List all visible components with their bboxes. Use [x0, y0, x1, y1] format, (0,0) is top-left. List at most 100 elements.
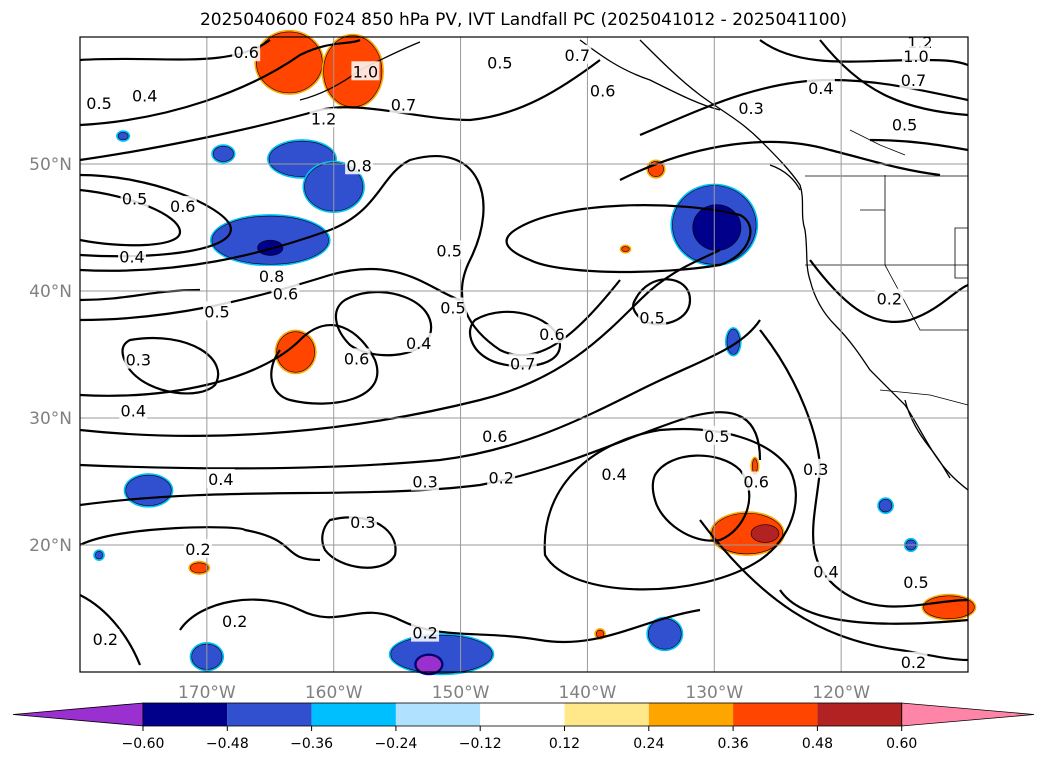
- contour-label-text: 0.2: [901, 653, 926, 672]
- contour-line: [79, 59, 601, 162]
- contour-label-text: 0.5: [487, 53, 512, 72]
- contour-label-text: 0.4: [813, 563, 838, 582]
- contour-line: [505, 204, 752, 274]
- contour-label-text: 0.4: [208, 470, 233, 489]
- contour-label-bg: [600, 463, 629, 483]
- contour-label: 1.0: [901, 46, 930, 66]
- colorbar-tick-label: −0.60: [122, 736, 165, 752]
- contour-label-bg: [438, 297, 467, 317]
- contour-label-bg: [737, 98, 766, 118]
- contour-label: 0.5: [890, 114, 919, 135]
- lon-tick-label: 150°W: [432, 683, 490, 703]
- colorbar-tick-label: 0.12: [549, 736, 580, 752]
- contour-label-text: 0.6: [233, 43, 258, 62]
- contour-label-text: 0.6: [273, 285, 298, 304]
- contour-label: 0.2: [91, 628, 120, 649]
- contour-label-bg: [168, 195, 197, 215]
- contour-label-text: 0.6: [590, 81, 615, 100]
- state-border: [849, 129, 906, 156]
- contour-label-bg: [806, 77, 835, 97]
- colorbar-tick-label: −0.36: [290, 736, 333, 752]
- contour-label-bg: [91, 628, 120, 648]
- contour-label-bg: [345, 155, 374, 175]
- shaded-region: [117, 131, 129, 141]
- contour-label: 0.6: [742, 471, 771, 492]
- contour-label-bg: [220, 611, 249, 631]
- contour-label-bg: [118, 246, 147, 266]
- contour-label: 0.4: [600, 463, 629, 484]
- contour-label-text: 0.2: [488, 469, 513, 488]
- contour-label-bg: [389, 94, 418, 114]
- contour-line: [543, 427, 797, 591]
- vancouver-island: [769, 164, 801, 191]
- contour-label-text: 0.2: [93, 630, 118, 649]
- colorbar-segment: [648, 703, 734, 726]
- contour-label-text: 0.4: [808, 79, 833, 98]
- contour-label: 0.5: [85, 93, 114, 113]
- contour-label-text: 0.7: [565, 46, 590, 65]
- shaded-region: [415, 655, 442, 674]
- lon-tick-label: 120°W: [812, 683, 870, 703]
- contour-label-bg: [901, 571, 930, 591]
- lat-tick-label: 20°N: [29, 536, 72, 556]
- shaded-region: [125, 474, 172, 506]
- contour-label-text: 0.3: [126, 351, 151, 370]
- colorbar-segment: [480, 703, 565, 726]
- contour-line: [651, 454, 751, 542]
- political-borders-layer: [805, 129, 969, 406]
- contour-label-text: 0.3: [412, 473, 437, 492]
- lat-tick-label: 40°N: [29, 282, 72, 302]
- contour-label: 0.6: [342, 348, 371, 368]
- contour-label-bg: [309, 108, 338, 128]
- contour-label-bg: [875, 288, 904, 308]
- colorbar-segment: [564, 703, 649, 726]
- contour-line: [79, 267, 461, 322]
- contour-label: 1.2: [309, 108, 338, 128]
- lon-tick-label: 140°W: [559, 683, 617, 703]
- contour-label: 0.4: [811, 561, 840, 582]
- contour-label: 0.5: [203, 301, 232, 321]
- contour-label-text: 0.2: [877, 290, 902, 309]
- lat-tick-label: 50°N: [29, 155, 72, 175]
- shaded-region: [94, 551, 104, 560]
- contour-label-text: 0.4: [119, 248, 144, 267]
- lon-tick-label: 160°W: [305, 683, 363, 703]
- north-america-coastline: [639, 39, 969, 491]
- contour-line: [79, 594, 142, 666]
- contour-line: [79, 288, 201, 302]
- contour-label-text: 0.7: [901, 71, 926, 90]
- colorbar-extend-low: [12, 702, 144, 727]
- contour-label-bg: [124, 349, 153, 369]
- contour-label-bg: [901, 46, 930, 66]
- colorbar-segment: [227, 703, 312, 726]
- contour-line: [759, 39, 969, 67]
- longitude-tick-labels: 170°W 160°W 150°W 140°W 130°W 120°W: [178, 683, 870, 703]
- contour-label-text: 0.5: [892, 116, 917, 135]
- contour-label-text: 0.2: [185, 540, 210, 559]
- contour-label-text: 0.2: [412, 624, 437, 643]
- contour-label: 1.0: [351, 61, 380, 81]
- contour-label: 0.4: [130, 85, 159, 105]
- contour-label: 0.2: [183, 538, 212, 559]
- contour-label-bg: [899, 70, 928, 90]
- baja-peninsula: [904, 399, 951, 479]
- contour-label-bg: [183, 538, 212, 558]
- contour-label: 0.6: [537, 324, 566, 344]
- contour-line: [79, 38, 361, 127]
- contour-label-text: 0.3: [803, 460, 828, 479]
- latitude-tick-labels: 20°N 30°N 40°N 50°N: [29, 155, 72, 556]
- contour-label-text: 0.5: [639, 309, 664, 328]
- contour-line: [79, 173, 232, 258]
- contour-label: 0.5: [120, 188, 149, 208]
- contour-label: 0.3: [411, 471, 440, 492]
- contour-label-text: 1.0: [353, 62, 378, 81]
- colorbar-frame: [142, 702, 903, 727]
- contour-label: 0.5: [638, 307, 667, 328]
- contour-label-text: 0.8: [259, 267, 284, 286]
- contour-label: 0.4: [404, 333, 433, 353]
- contour-label-text: 0.5: [704, 427, 729, 446]
- contour-line: [819, 39, 969, 117]
- contour-label-text: 0.5: [903, 573, 928, 592]
- contour-label-text: 0.4: [406, 334, 431, 353]
- contour-label-bg: [342, 348, 371, 368]
